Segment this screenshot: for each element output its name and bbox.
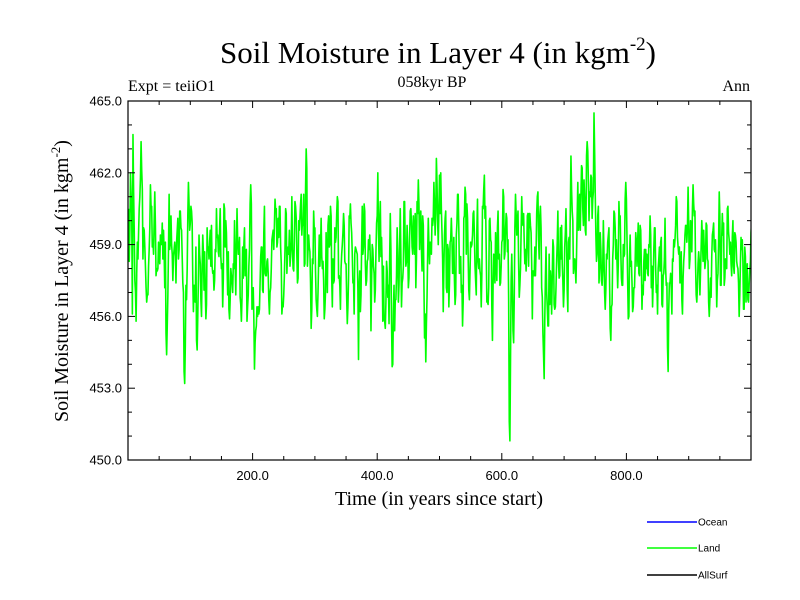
subtitle-right: Ann [722, 78, 750, 95]
y-tick-label: 450.0 [89, 453, 122, 468]
x-axis-label: Time (in years since start) [335, 488, 543, 510]
subtitle-left: Expt = teiiO1 [128, 78, 215, 95]
y-tick-label: 465.0 [89, 94, 122, 109]
y-axis-label: Soil Moisture in Layer 4 (in kgm-2) [48, 140, 73, 422]
legend-label-ocean: Ocean [698, 518, 727, 529]
x-tick-label: 200.0 [236, 468, 269, 483]
x-tick-label: 600.0 [486, 468, 519, 483]
legend-label-land: Land [698, 544, 720, 555]
y-tick-label: 456.0 [89, 309, 122, 324]
x-tick-label: 400.0 [361, 468, 394, 483]
subtitle-center: 058kyr BP [398, 74, 467, 91]
legend-label-allsurf: AllSurf [698, 571, 728, 582]
y-tick-label: 459.0 [89, 237, 122, 252]
series-line-land [128, 112, 751, 442]
y-axis: 450.0 453.0 456.0 459.0 462.0 465.0 [89, 94, 751, 468]
legend: Ocean Land AllSurf [647, 518, 728, 582]
x-tick-label: 800.0 [610, 468, 643, 483]
chart-title: Soil Moisture in Layer 4 (in kgm-2) [220, 34, 656, 70]
y-tick-label: 462.0 [89, 165, 122, 180]
x-axis: 200.0 400.0 600.0 800.0 [158, 101, 721, 483]
y-tick-label: 453.0 [89, 381, 122, 396]
